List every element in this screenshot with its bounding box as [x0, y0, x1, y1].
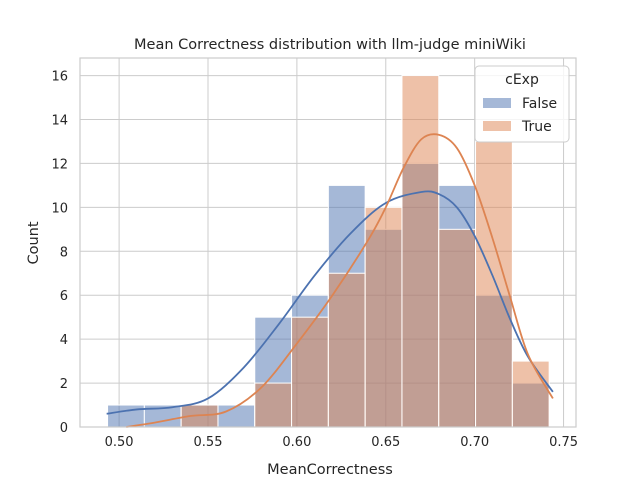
y-tick-label: 0	[60, 421, 68, 436]
legend: cExp False True	[474, 65, 570, 143]
bar-true	[327, 272, 366, 428]
bar-true	[364, 206, 403, 428]
chart-title: Mean Correctness distribution with llm-j…	[134, 37, 526, 53]
legend-swatch-false	[483, 98, 511, 108]
x-tick-label: 0.75	[549, 435, 578, 450]
x-tick-label: 0.70	[460, 435, 489, 450]
y-tick-label: 14	[51, 114, 68, 129]
y-tick-label: 16	[51, 70, 68, 85]
bar-true	[401, 75, 440, 428]
bar-true	[291, 316, 329, 428]
x-tick-label: 0.50	[105, 435, 134, 450]
legend-swatch-true	[483, 121, 511, 131]
bar-true	[438, 228, 477, 428]
y-tick-label: 6	[60, 289, 68, 304]
kde-line-false	[106, 190, 554, 415]
axes: 0.50 0.55 0.60 0.65 0.70 0.75 0 2 4 6 8 10 12 14 16	[51, 57, 578, 450]
x-tick-label: 0.65	[371, 435, 400, 450]
bar-true	[511, 360, 550, 428]
y-tick-label: 10	[51, 201, 68, 216]
kde-line-true	[126, 133, 554, 428]
legend-label-false: False	[522, 96, 557, 112]
x-tick-label: 0.55	[194, 435, 223, 450]
legend-label-true: True	[521, 119, 552, 135]
bar-false	[217, 404, 256, 428]
y-tick-label: 4	[60, 333, 68, 348]
plot-frame	[79, 57, 577, 428]
y-axis-label: Count	[26, 221, 42, 264]
x-tick-label: 0.60	[282, 435, 311, 450]
y-tick-label: 12	[51, 157, 68, 172]
kde-curves	[106, 133, 554, 428]
y-tick-label: 8	[60, 245, 68, 260]
y-tick-label: 2	[60, 377, 68, 392]
bar-false	[107, 404, 145, 428]
legend-title: cExp	[505, 72, 539, 88]
x-axis-label: MeanCorrectness	[267, 462, 393, 478]
